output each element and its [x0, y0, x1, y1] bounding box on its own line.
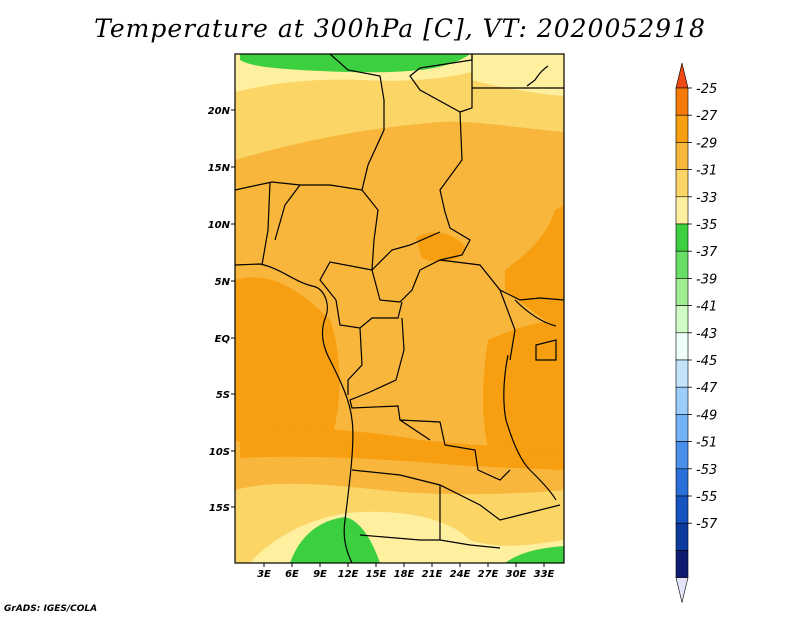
lat-tick-20n: 20N	[208, 106, 231, 117]
colorbar-label: -41	[696, 300, 717, 315]
colorbar-band	[675, 305, 689, 334]
coastline-west	[235, 263, 354, 563]
lon-tick-33e: 33E	[534, 569, 555, 580]
colorbar-label: -39	[696, 272, 717, 287]
lat-tick-15n: 15N	[208, 163, 231, 174]
lon-tick-24e: 24E	[450, 569, 471, 580]
temperature-field	[235, 54, 564, 563]
colorbar-label: -43	[696, 327, 717, 342]
credit-label: GrADS: IGES/COLA	[4, 604, 98, 614]
colorbar-label: -51	[696, 436, 717, 451]
nile-delta	[526, 65, 549, 87]
lat-tick-5s: 5S	[216, 390, 230, 401]
band-37-35-north	[240, 54, 470, 73]
colorbar-band	[675, 386, 689, 415]
colorbar-band	[675, 495, 689, 524]
band-29-27-lakes	[483, 320, 564, 470]
colorbar-band	[675, 414, 689, 442]
y-axis-labels: 20N 15N 10N 5N EQ 5S 10S 15S	[208, 106, 231, 514]
colorbar-label: -25	[696, 82, 717, 97]
political-borders	[235, 54, 564, 563]
colorbar-band	[675, 250, 689, 279]
colorbar-band	[675, 169, 689, 198]
chart-title: Temperature at 300hPa [C], VT: 202005291…	[94, 14, 706, 43]
lat-tick-10n: 10N	[208, 220, 231, 231]
colorbar-label: -35	[696, 218, 717, 233]
colorbar-band	[675, 223, 689, 252]
lon-tick-30e: 30E	[506, 569, 527, 580]
colorbar-band	[675, 550, 689, 578]
lon-tick-9e: 9E	[313, 569, 327, 580]
band-29-27-south	[240, 428, 564, 470]
colorbar-band	[675, 114, 689, 143]
lon-tick-6e: 6E	[285, 569, 299, 580]
colorbar-band	[675, 332, 689, 361]
x-axis-labels: 3E 6E 9E 12E 15E 18E 21E 24E 27E 30E 33E	[257, 569, 554, 580]
border-drc-south	[349, 317, 511, 481]
colorbar-label: -47	[696, 381, 718, 396]
lon-tick-12e: 12E	[338, 569, 359, 580]
lon-tick-21e: 21E	[422, 569, 443, 580]
colorbar-band	[675, 278, 689, 306]
colorbar-band	[675, 468, 689, 497]
colorbar-arrow-bottom	[675, 577, 689, 603]
map-frame	[234, 53, 565, 564]
border-west-africa	[235, 181, 363, 266]
colorbar-label: -31	[696, 164, 717, 179]
lat-tick-5n: 5N	[215, 277, 231, 288]
band-29-27-west	[235, 277, 340, 450]
colorbar-label: -37	[696, 245, 718, 260]
colorbar-label: -33	[696, 191, 717, 206]
lat-tick-15s: 15S	[209, 503, 230, 514]
colorbar-label: -57	[696, 517, 718, 532]
colorbar-label: -29	[696, 136, 717, 151]
lon-tick-3e: 3E	[257, 569, 271, 580]
lat-tick-10s: 10S	[209, 447, 230, 458]
band-29-27-center	[416, 232, 466, 263]
lake-victoria	[514, 299, 557, 361]
band-37-35-southeast	[505, 546, 564, 563]
border-central-north	[329, 54, 473, 303]
axis-ticks	[231, 109, 545, 567]
colorbar-band	[675, 441, 689, 470]
colorbar-band	[675, 87, 689, 116]
border-east-central	[439, 259, 564, 361]
border-southern-africa	[351, 469, 561, 549]
colorbar-label: -45	[696, 354, 717, 369]
lat-tick-eq: EQ	[215, 334, 231, 345]
colorbar-band	[675, 196, 689, 225]
colorbar-label: -55	[696, 490, 717, 505]
band-35-33-northeast	[472, 54, 564, 96]
colorbar-band	[675, 142, 689, 170]
border-northeast	[459, 54, 564, 113]
border-central-africa	[319, 231, 441, 301]
colorbar-arrow-top	[675, 62, 689, 89]
colorbar: -25 -27 -29 -31 -33 -35 -37 -39 -41 -43 -45 -47 -49 -…	[675, 62, 718, 603]
band-37-35-southwest	[290, 517, 380, 563]
lon-tick-18e: 18E	[394, 569, 415, 580]
colorbar-label: -27	[696, 109, 718, 124]
border-gabon-congo	[335, 299, 403, 395]
lon-tick-15e: 15E	[366, 569, 387, 580]
rift-lakes	[503, 354, 557, 501]
lon-tick-27e: 27E	[478, 569, 499, 580]
colorbar-label: -49	[696, 408, 717, 423]
colorbar-band	[675, 359, 689, 388]
colorbar-band	[675, 522, 689, 551]
colorbar-label: -53	[696, 463, 717, 478]
